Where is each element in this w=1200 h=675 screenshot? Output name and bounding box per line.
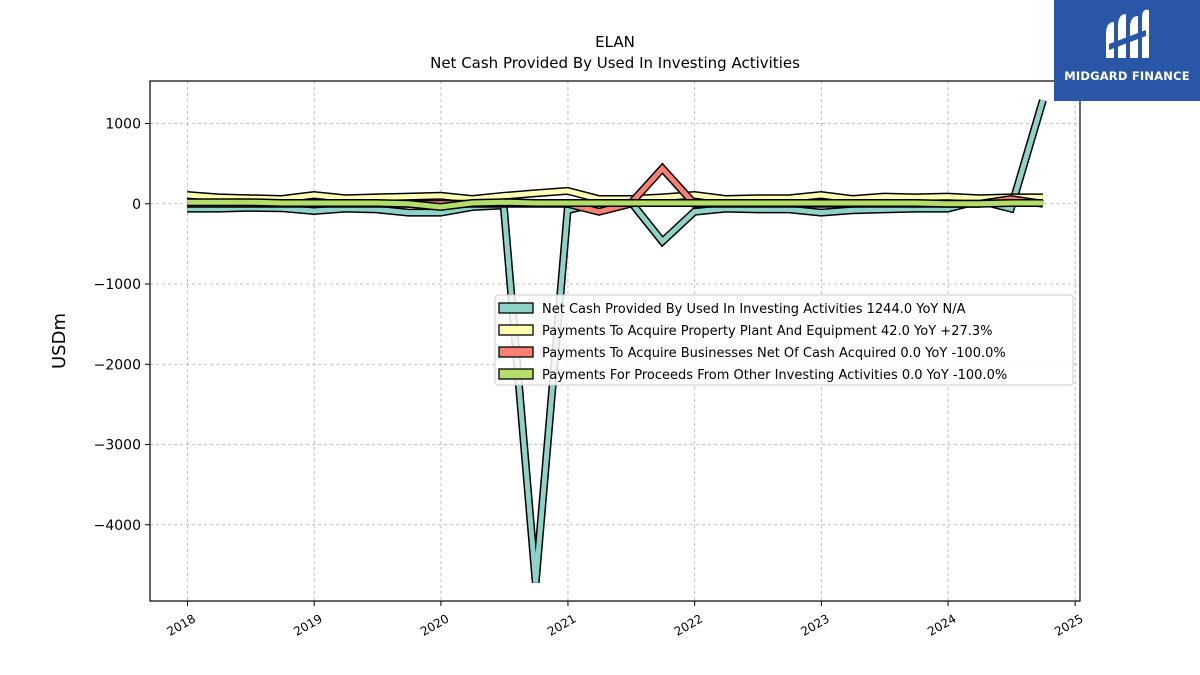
x-tick-label: 2019: [291, 611, 324, 638]
legend-entry: Payments For Proceeds From Other Investi…: [542, 368, 1007, 383]
x-tick-label: 2021: [545, 611, 578, 638]
y-tick-label: 1000: [105, 117, 141, 133]
logo-text: MIDGARD FINANCE: [1064, 69, 1190, 83]
y-axis: 1000 0 −1000 −2000 −3000 −4000: [94, 117, 150, 534]
series-layer: [186, 99, 1047, 583]
y-tick-label: −3000: [94, 438, 141, 454]
series-4: [187, 198, 1043, 212]
chart-subtitle: Net Cash Provided By Used In Investing A…: [430, 54, 800, 72]
x-tick-label: 2022: [672, 611, 705, 638]
y-axis-label: USDm: [49, 313, 70, 369]
y-tick-label: 0: [132, 197, 141, 213]
series-2: [186, 186, 1043, 204]
x-tick-label: 2023: [798, 611, 831, 638]
legend-swatch: [498, 368, 534, 380]
legend-swatch: [498, 324, 534, 336]
midgard-m-logo-icon: [1106, 9, 1149, 58]
series-line: [187, 199, 1043, 210]
legend: Net Cash Provided By Used In Investing A…: [494, 294, 1074, 386]
legend-entry: Payments To Acquire Property Plant And E…: [542, 324, 993, 339]
x-axis: 2018 2019 2020 2021 2022 2023 2024 2025: [165, 601, 1086, 639]
x-tick-label: 2024: [925, 611, 958, 638]
plot-area-frame: [149, 80, 1081, 602]
chart-title: ELAN: [595, 33, 635, 51]
y-tick-label: −1000: [94, 277, 141, 293]
x-tick-label: 2025: [1052, 611, 1085, 638]
y-tick-label: −2000: [94, 357, 141, 373]
x-tick-label: 2020: [418, 611, 451, 638]
y-tick-label: −4000: [94, 518, 141, 534]
legend-entry: Payments To Acquire Businesses Net Of Ca…: [542, 346, 1006, 361]
legend-swatch: [498, 346, 534, 358]
midgard-finance-logo: MIDGARD FINANCE: [1054, 0, 1200, 101]
x-tick-label: 2018: [165, 611, 198, 638]
legend-entry: Net Cash Provided By Used In Investing A…: [542, 302, 966, 317]
legend-box: [494, 294, 1074, 386]
legend-swatch: [498, 302, 534, 314]
